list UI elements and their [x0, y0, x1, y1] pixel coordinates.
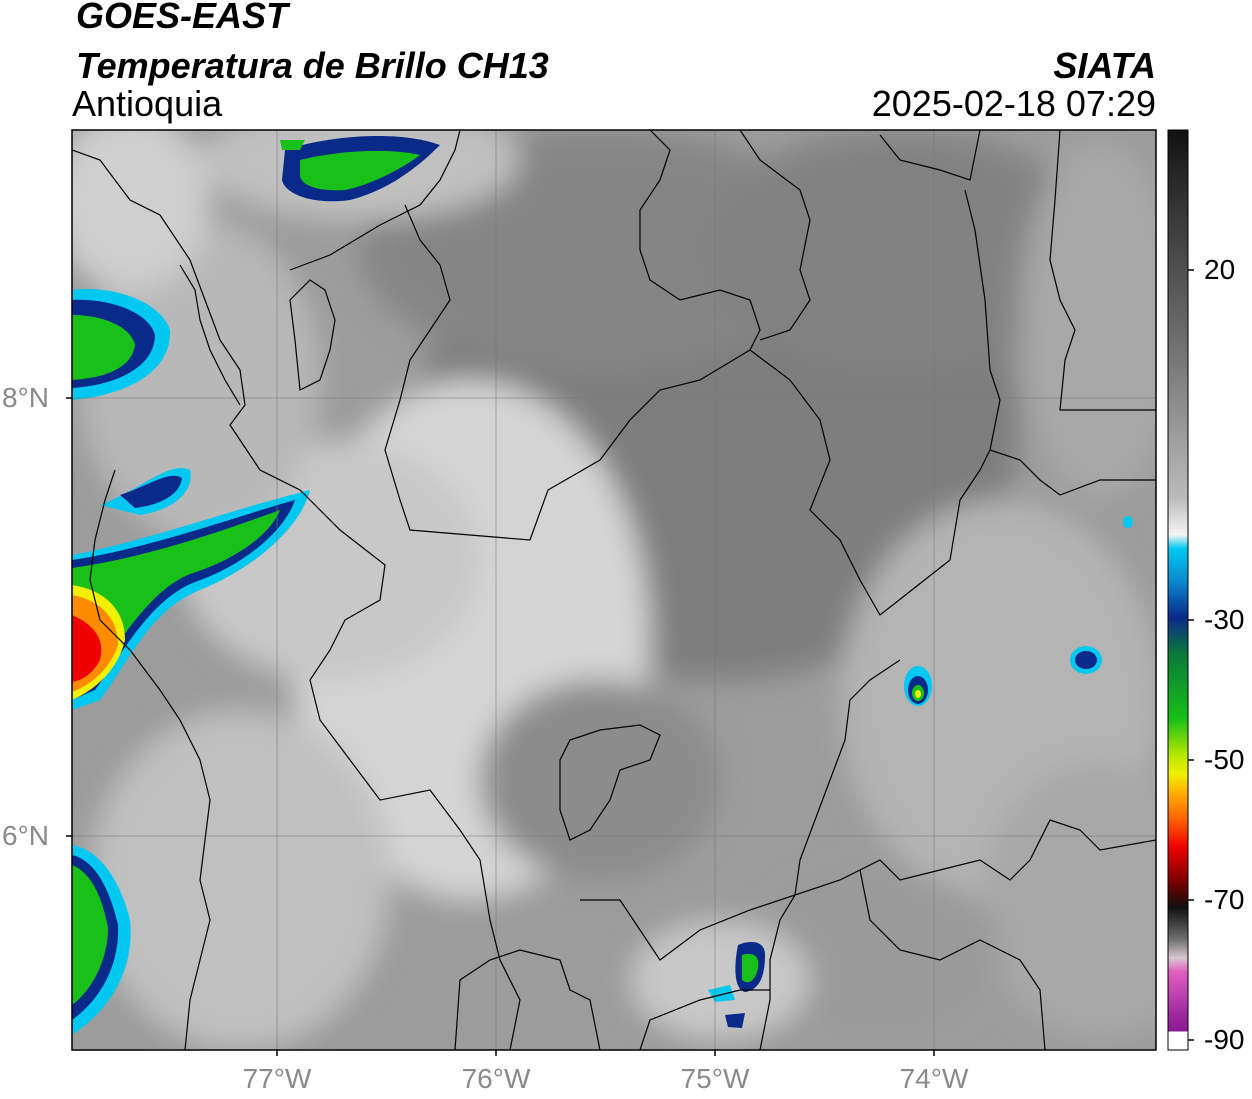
satellite-title: GOES-EAST — [76, 0, 289, 36]
organization-label: SIATA — [1053, 45, 1156, 86]
cloud-top-west-mid — [100, 468, 191, 515]
colorbar — [1167, 129, 1189, 1051]
cloud-top-sw — [72, 845, 131, 1035]
lon-label-77w: 77°W — [242, 1063, 312, 1094]
lon-label-75w: 75°W — [680, 1063, 750, 1094]
colorbar-label-minus90: -90 — [1204, 1024, 1245, 1055]
colorbar-ticks — [1188, 269, 1194, 1041]
coastline-borders — [72, 130, 1156, 1050]
axis-ticks — [66, 397, 935, 1056]
colorbar-label-minus30: -30 — [1204, 604, 1245, 635]
lon-label-76w: 76°W — [461, 1063, 531, 1094]
lat-label-6n: 6°N — [2, 820, 49, 851]
colorbar-label-20: 20 — [1204, 254, 1236, 285]
cloud-top-east — [904, 516, 1133, 706]
cloud-top-nw — [280, 135, 440, 202]
region-subtitle: Antioquia — [72, 83, 223, 124]
map-frame — [71, 129, 1157, 1051]
satellite-image — [72, 130, 1156, 1050]
cloud-top-west-upper — [72, 289, 171, 400]
lon-label-74w: 74°W — [899, 1063, 969, 1094]
cloud-top-west-band — [72, 490, 310, 710]
gridlines — [72, 130, 1156, 1050]
colorbar-label-minus70: -70 — [1204, 884, 1245, 915]
colorbar-label-minus50: -50 — [1204, 744, 1245, 775]
timestamp-label: 2025-02-18 07:29 — [871, 83, 1156, 124]
product-title: Temperatura de Brillo CH13 — [76, 45, 549, 86]
lat-label-8n: 8°N — [2, 382, 49, 413]
